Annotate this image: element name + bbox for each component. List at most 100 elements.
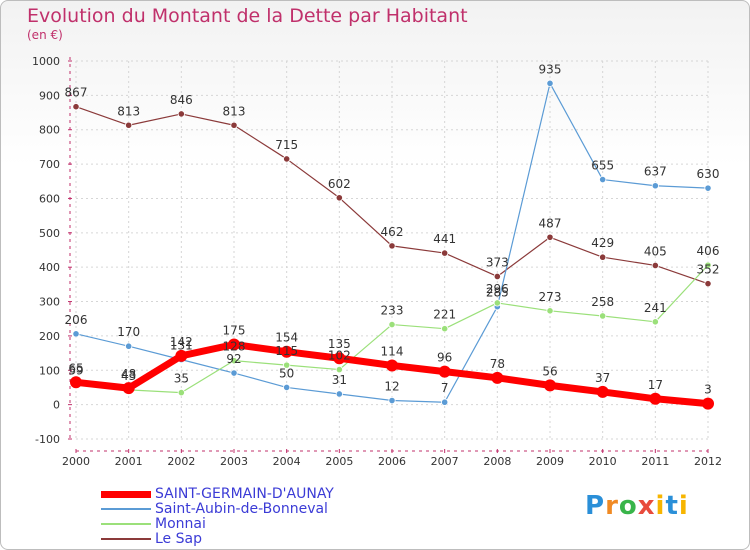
data-point xyxy=(546,307,554,315)
data-label: 405 xyxy=(644,244,667,258)
chart-unit: (en €) xyxy=(27,28,63,42)
data-point xyxy=(493,299,501,307)
data-label: 637 xyxy=(644,165,667,179)
data-label: 65 xyxy=(68,361,83,375)
series-layer xyxy=(70,79,714,410)
data-label: 352 xyxy=(697,263,720,277)
legend-item: Saint-Aubin-de-Bonneval xyxy=(101,501,328,517)
y-tick-label: 1000 xyxy=(32,55,60,68)
legend-label: Le Sap xyxy=(155,531,202,547)
data-label: 48 xyxy=(121,367,136,381)
x-tick-label: 2008 xyxy=(483,455,511,468)
data-point xyxy=(441,325,449,333)
data-point xyxy=(651,261,659,270)
data-label: 170 xyxy=(117,325,140,339)
series-saint-germain-d-aunay xyxy=(70,338,714,410)
data-point xyxy=(546,233,554,241)
data-point xyxy=(493,272,501,281)
data-point xyxy=(388,320,396,329)
data-point xyxy=(280,345,293,358)
x-tick-label: 2007 xyxy=(431,455,459,468)
y-tick-label: 900 xyxy=(39,89,60,102)
data-label: 96 xyxy=(437,351,452,365)
data-point xyxy=(70,376,82,389)
x-tick-label: 2002 xyxy=(167,455,195,468)
data-label: 296 xyxy=(486,282,509,296)
data-label: 429 xyxy=(591,236,614,250)
data-point xyxy=(125,342,133,350)
data-label: 441 xyxy=(433,232,456,246)
data-point xyxy=(704,184,712,192)
chart-title: Evolution du Montant de la Dette par Hab… xyxy=(27,5,468,27)
data-point xyxy=(702,397,714,410)
data-point xyxy=(230,369,238,377)
legend-swatch xyxy=(101,523,151,525)
x-tick-label: 2003 xyxy=(220,455,248,468)
data-point xyxy=(651,318,659,326)
data-label: 31 xyxy=(332,373,347,387)
data-label: 135 xyxy=(328,337,351,351)
data-point xyxy=(125,121,133,129)
data-point xyxy=(175,349,188,362)
data-point xyxy=(441,398,449,406)
data-label: 92 xyxy=(226,352,241,366)
data-label: 56 xyxy=(542,364,557,378)
data-label: 233 xyxy=(381,304,404,318)
legend-swatch xyxy=(101,490,151,498)
data-point xyxy=(335,390,343,398)
data-label: 655 xyxy=(591,159,614,173)
data-point xyxy=(177,110,185,118)
data-point xyxy=(230,121,238,129)
data-point xyxy=(122,382,135,395)
data-label: 12 xyxy=(384,380,399,394)
data-label: 813 xyxy=(117,104,140,118)
data-point xyxy=(704,261,712,269)
data-point xyxy=(388,242,396,250)
data-point xyxy=(177,389,185,397)
data-label: 602 xyxy=(328,177,351,191)
data-point xyxy=(704,280,712,288)
data-point xyxy=(333,352,346,365)
data-point xyxy=(283,383,291,392)
data-point xyxy=(388,396,396,405)
data-point xyxy=(596,385,609,398)
data-label: 935 xyxy=(539,62,562,76)
x-tick-label: 2012 xyxy=(694,455,722,468)
x-tick-label: 2006 xyxy=(378,455,406,468)
y-tick-label: 400 xyxy=(39,261,60,274)
data-point xyxy=(599,175,607,184)
legend-label: Saint-Aubin-de-Bonneval xyxy=(155,501,328,517)
data-point xyxy=(283,361,291,369)
data-label: 867 xyxy=(65,86,88,100)
data-point xyxy=(599,312,607,320)
data-label: 462 xyxy=(381,225,404,239)
data-label: 206 xyxy=(65,313,88,327)
data-label: 154 xyxy=(275,331,298,345)
legend-item: Le Sap xyxy=(101,531,202,547)
axes: -100 0 100 200 300 400 500 600 700 800 900 1000 2000… xyxy=(32,55,722,468)
data-label: 59 xyxy=(68,363,83,377)
data-label: 175 xyxy=(223,324,246,338)
x-tick-label: 2000 xyxy=(62,455,90,468)
y-tick-label: 0 xyxy=(53,399,60,412)
data-point xyxy=(438,365,451,378)
data-label: 487 xyxy=(539,216,562,230)
data-label: 406 xyxy=(697,244,720,258)
data-labels: 8678138468137156024624413734874294053522… xyxy=(65,62,720,396)
data-point xyxy=(544,379,556,392)
data-point xyxy=(649,392,662,405)
data-point xyxy=(386,359,398,372)
data-point xyxy=(335,194,343,202)
data-label: 131 xyxy=(170,339,193,353)
data-label: 128 xyxy=(223,340,246,354)
data-point xyxy=(651,182,659,190)
data-point xyxy=(546,79,554,87)
legend-item: SAINT-GERMAIN-D'AUNAY xyxy=(101,486,334,502)
data-point xyxy=(599,253,607,261)
legend-label: Monnai xyxy=(155,516,206,532)
data-label: 43 xyxy=(121,369,136,383)
legend-swatch xyxy=(101,538,151,540)
data-label: 273 xyxy=(539,290,562,304)
series-line-monnai xyxy=(75,264,709,394)
